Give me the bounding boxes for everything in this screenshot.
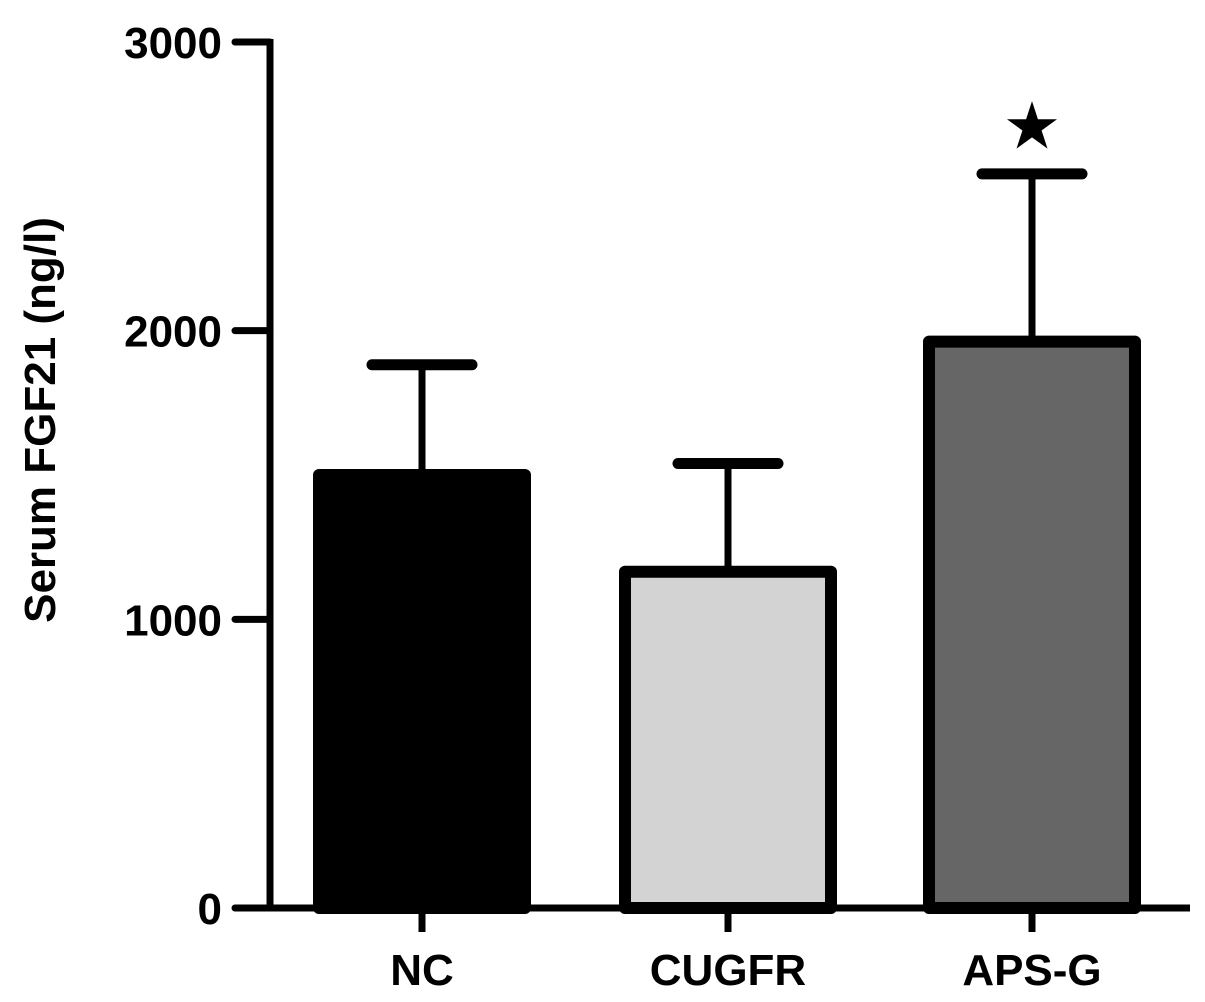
y-tick-label: 2000 bbox=[124, 308, 222, 357]
bar-aps-g bbox=[923, 335, 1141, 914]
y-axis: 0 1000 2000 3000 bbox=[124, 19, 274, 934]
x-tick-label: CUGFR bbox=[650, 946, 806, 995]
bar-nc bbox=[313, 469, 531, 914]
y-tick-label: 0 bbox=[198, 885, 222, 934]
y-tick-label: 1000 bbox=[124, 596, 222, 645]
x-axis: NC CUGFR APS-G bbox=[235, 904, 1190, 995]
y-tick-label: 3000 bbox=[124, 19, 222, 68]
bar-cugfr bbox=[619, 565, 837, 914]
y-axis-label: Serum FGF21 (ng/l) bbox=[16, 217, 65, 623]
x-tick-label: APS-G bbox=[962, 946, 1101, 995]
x-tick-label: NC bbox=[390, 946, 454, 995]
significance-star: ★ bbox=[1006, 94, 1058, 159]
bars: ★ bbox=[313, 94, 1141, 914]
